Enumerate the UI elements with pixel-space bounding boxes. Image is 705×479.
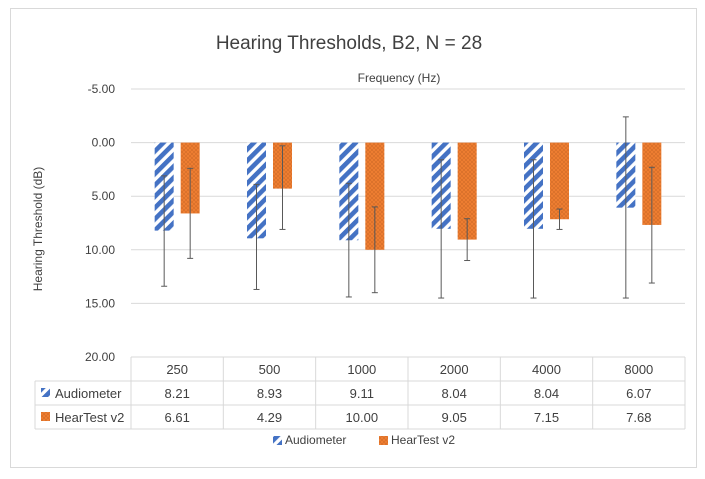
table-value: 8.04: [534, 386, 559, 401]
table-value: 6.61: [165, 410, 190, 425]
table-legend-key: [41, 388, 50, 397]
chart-title: Hearing Thresholds, B2, N = 28: [216, 33, 482, 54]
legend-label: Audiometer: [285, 433, 346, 447]
legend-key: [273, 436, 282, 445]
table-value: 7.68: [626, 410, 651, 425]
chart-frame: Hearing Thresholds, B2, N = 28 Frequency…: [10, 8, 697, 468]
y-axis-label: Hearing Threshold (dB): [31, 167, 45, 292]
table-value: 4.29: [257, 410, 282, 425]
table-value: 8.21: [165, 386, 190, 401]
table-value: 9.11: [350, 386, 374, 401]
table-value: 7.15: [534, 410, 559, 425]
bar-heartest-v2: [457, 142, 477, 240]
gridlines: [131, 88, 685, 304]
y-tick-label: 0.00: [92, 136, 116, 150]
table-header-category: 2000: [440, 362, 469, 377]
chart-svg: Hearing Thresholds, B2, N = 28 Frequency…: [31, 33, 686, 447]
y-tick-label: 20.00: [85, 350, 115, 364]
table-value: 6.07: [626, 386, 651, 401]
y-tick-label: 5.00: [92, 189, 116, 203]
table-header-category: 250: [166, 362, 188, 377]
table-header-category: 500: [259, 362, 281, 377]
table-series-name: HearTest v2: [55, 410, 124, 425]
legend-label: HearTest v2: [391, 433, 455, 447]
table-header-category: 1000: [347, 362, 376, 377]
table-value: 10.00: [346, 410, 379, 425]
y-tick-label: 15.00: [85, 296, 115, 310]
table-value: 9.05: [442, 410, 467, 425]
table-legend-key: [41, 412, 50, 421]
bar-heartest-v2: [550, 142, 569, 220]
legend-key: [379, 436, 388, 445]
legend: Audiometer HearTest v2: [273, 433, 455, 447]
data-table: 250 500 1000 2000 4000 8000 Audiometer 8.21 8.93…: [34, 356, 686, 430]
y-tick-label: 10.00: [85, 243, 115, 257]
table-value: 8.04: [442, 386, 467, 401]
table-header-category: 4000: [532, 362, 561, 377]
bar-heartest-v2: [365, 142, 385, 250]
x-axis-label: Frequency (Hz): [358, 71, 441, 85]
y-tick-label: -5.00: [88, 82, 116, 96]
y-tick-labels: -5.00 0.00 5.00 10.00 15.00 20.00: [85, 82, 115, 364]
table-value: 8.93: [257, 386, 282, 401]
error-bars: [161, 116, 655, 299]
table-series-name: Audiometer: [55, 386, 122, 401]
table-header-category: 8000: [624, 362, 653, 377]
